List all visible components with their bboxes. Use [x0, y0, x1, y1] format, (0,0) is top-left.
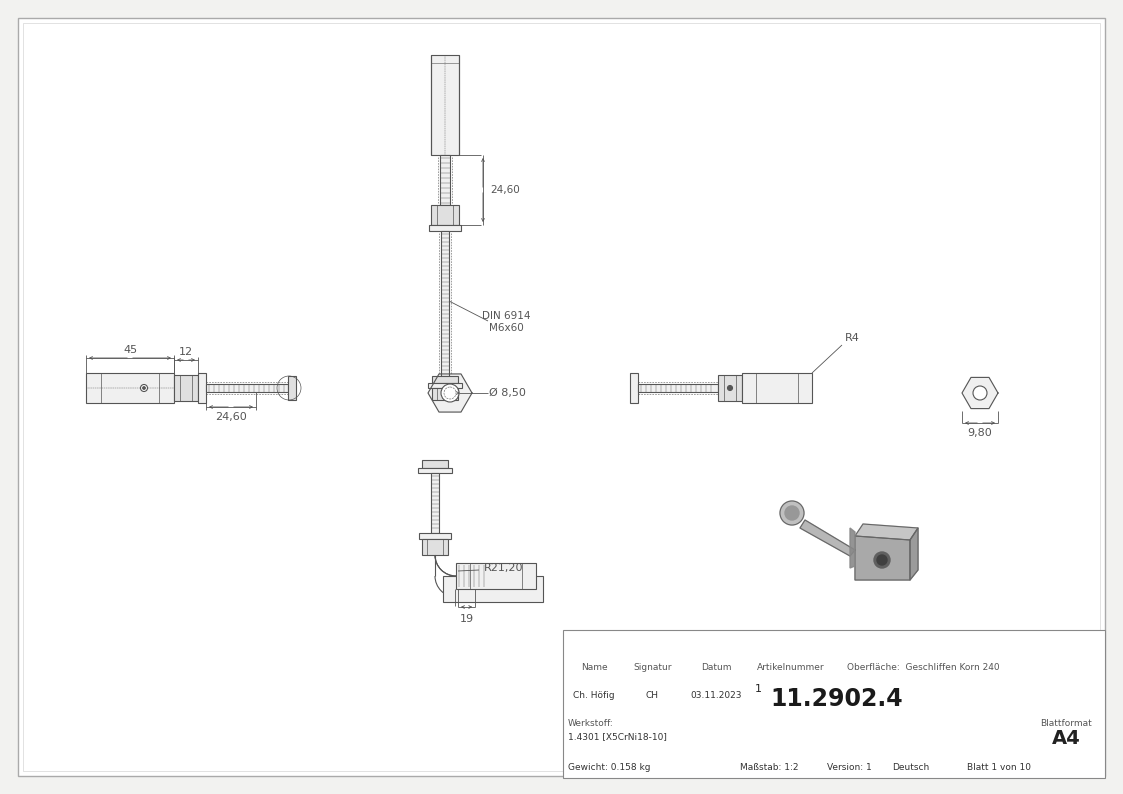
Text: Signatur: Signatur: [633, 664, 672, 673]
Bar: [630, 373, 638, 403]
Bar: [429, 225, 462, 231]
Bar: [428, 383, 462, 388]
Bar: [287, 376, 296, 400]
Text: R4: R4: [844, 333, 859, 343]
Text: DIN 6914: DIN 6914: [482, 311, 530, 321]
Polygon shape: [850, 528, 855, 568]
Bar: [432, 376, 458, 383]
Circle shape: [728, 386, 732, 391]
Text: CH: CH: [646, 691, 659, 700]
Polygon shape: [855, 536, 910, 580]
Text: Oberfläche:  Geschliffen Korn 240: Oberfläche: Geschliffen Korn 240: [847, 664, 999, 673]
Bar: [206, 384, 287, 392]
Text: 12: 12: [179, 347, 193, 357]
Text: Ø 8,50: Ø 8,50: [489, 388, 526, 398]
Bar: [432, 388, 458, 400]
Text: Datum: Datum: [701, 664, 731, 673]
Circle shape: [877, 555, 887, 565]
Bar: [431, 205, 459, 225]
Text: 45: 45: [122, 345, 137, 355]
Circle shape: [441, 384, 459, 402]
Bar: [442, 576, 544, 602]
Bar: [456, 563, 536, 589]
Circle shape: [143, 387, 145, 389]
Circle shape: [780, 501, 804, 525]
Circle shape: [973, 386, 987, 400]
Text: A4: A4: [1051, 730, 1080, 749]
Bar: [198, 373, 206, 403]
Bar: [419, 533, 451, 539]
Bar: [422, 460, 448, 468]
Circle shape: [785, 506, 798, 520]
Text: Version: 1: Version: 1: [827, 762, 871, 772]
Text: 19: 19: [459, 614, 474, 624]
Text: R21,20: R21,20: [484, 563, 523, 573]
Text: Werkstoff:: Werkstoff:: [568, 719, 614, 728]
Bar: [418, 468, 451, 473]
Text: Maßstab: 1:2: Maßstab: 1:2: [740, 762, 798, 772]
Circle shape: [874, 552, 891, 568]
Bar: [441, 231, 449, 376]
Bar: [86, 373, 174, 403]
Text: 1: 1: [755, 684, 763, 694]
Polygon shape: [962, 377, 998, 409]
Polygon shape: [428, 374, 472, 412]
Text: Name: Name: [581, 664, 608, 673]
Text: Blattformat: Blattformat: [1040, 719, 1092, 728]
Text: 03.11.2023: 03.11.2023: [691, 691, 742, 700]
Text: Gewicht: 0.158 kg: Gewicht: 0.158 kg: [568, 762, 650, 772]
Bar: [440, 155, 450, 205]
Text: 11.2902.4: 11.2902.4: [770, 687, 903, 711]
Bar: [718, 375, 742, 401]
Bar: [431, 55, 459, 155]
Bar: [422, 539, 448, 555]
Text: Blatt 1 von 10: Blatt 1 von 10: [967, 762, 1031, 772]
Bar: [742, 373, 812, 403]
Text: 1.4301 [X5CrNi18-10]: 1.4301 [X5CrNi18-10]: [568, 732, 667, 741]
Bar: [638, 384, 718, 392]
Bar: [563, 630, 1105, 778]
Text: Deutsch: Deutsch: [892, 762, 929, 772]
Circle shape: [140, 384, 147, 391]
Text: Ch. Höfig: Ch. Höfig: [573, 691, 614, 700]
Text: 24,60: 24,60: [216, 412, 247, 422]
Polygon shape: [910, 528, 917, 580]
Text: M6x60: M6x60: [489, 323, 523, 333]
Text: 24,60: 24,60: [490, 185, 520, 195]
Text: Artikelnummer: Artikelnummer: [757, 664, 824, 673]
Bar: [431, 473, 439, 533]
Polygon shape: [855, 524, 917, 540]
Polygon shape: [800, 520, 855, 556]
Text: 9,80: 9,80: [968, 428, 993, 438]
Bar: [174, 375, 198, 401]
